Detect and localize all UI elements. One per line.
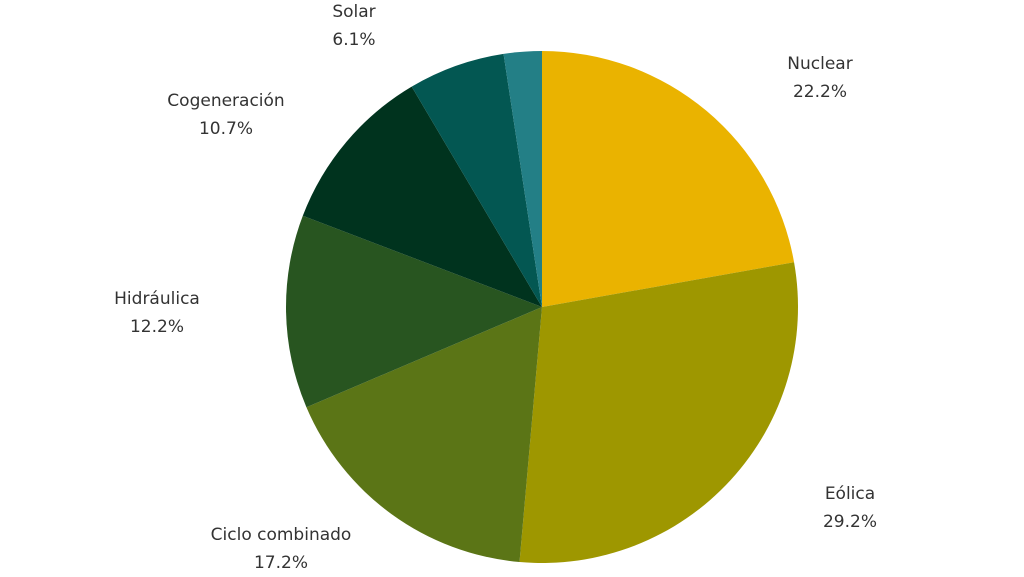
pie-slice-eólica (519, 262, 798, 564)
pie-slice-nuclear (542, 51, 795, 307)
label-ciclo-combinado-name: Ciclo combinado (210, 525, 352, 545)
label-eolica: Eólica 29.2% (823, 480, 877, 536)
label-eolica-pct: 29.2% (822, 512, 878, 532)
label-nuclear-name: Nuclear (787, 54, 853, 74)
label-hidraulica-name: Hidráulica (114, 289, 200, 309)
label-cogeneracion-pct: 10.7% (198, 119, 253, 139)
pie-slice-hidráulica (286, 215, 542, 408)
label-ciclo-combinado-pct: 17.2% (253, 553, 308, 573)
label-hidraulica: Hidráulica 12.2% (114, 285, 200, 341)
label-solar-pct: 6.1% (332, 30, 376, 50)
label-cogeneracion-name: Cogeneración (167, 91, 285, 111)
label-solar: Solar 6.1% (332, 0, 375, 54)
label-nuclear: Nuclear 22.2% (787, 50, 852, 106)
pie-slice-solar (411, 53, 542, 308)
label-hidraulica-pct: 12.2% (129, 317, 185, 337)
label-solar-name: Solar (332, 2, 376, 22)
label-eolica-name: Eólica (824, 484, 876, 504)
pie-slice-other (503, 51, 542, 307)
pie-slice-ciclo-combinado (306, 307, 542, 563)
label-ciclo-combinado: Ciclo combinado 17.2% (211, 521, 352, 577)
label-cogeneracion: Cogeneración 10.7% (167, 87, 284, 143)
label-nuclear-pct: 22.2% (792, 82, 847, 102)
pie-slice-cogeneración (302, 86, 542, 307)
